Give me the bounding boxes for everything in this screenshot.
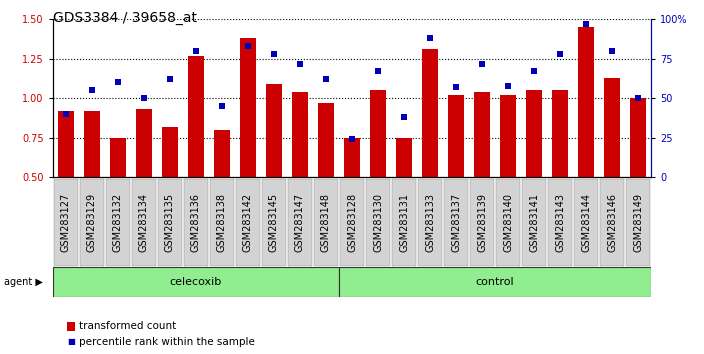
Bar [53, 267, 339, 297]
Text: GSM283131: GSM283131 [399, 193, 409, 252]
Point [607, 48, 618, 54]
Point [60, 111, 71, 117]
Bar [344, 138, 360, 177]
Text: GSM283137: GSM283137 [451, 193, 461, 252]
Text: GSM283147: GSM283147 [295, 193, 305, 252]
Bar [110, 138, 125, 177]
Point [477, 61, 488, 67]
Text: GSM283141: GSM283141 [529, 193, 539, 252]
Text: GSM283127: GSM283127 [61, 193, 71, 252]
Bar [339, 267, 651, 297]
Bar [553, 90, 568, 177]
Text: GSM283143: GSM283143 [555, 193, 565, 252]
Text: GSM283145: GSM283145 [269, 193, 279, 252]
Bar [474, 92, 490, 177]
Bar [292, 92, 308, 177]
Point [372, 69, 384, 74]
Text: agent ▶: agent ▶ [4, 277, 42, 287]
Text: ■: ■ [67, 337, 75, 346]
Point [633, 96, 644, 101]
Text: GSM283129: GSM283129 [87, 193, 97, 252]
Point [529, 69, 540, 74]
Text: GSM283138: GSM283138 [217, 193, 227, 252]
Bar [240, 38, 256, 177]
Bar [501, 95, 516, 177]
Bar [630, 98, 646, 177]
Text: GDS3384 / 39658_at: GDS3384 / 39658_at [53, 11, 197, 25]
Point [112, 80, 123, 85]
Text: GSM283130: GSM283130 [373, 193, 383, 252]
Bar [527, 90, 542, 177]
Text: celecoxib: celecoxib [170, 277, 222, 287]
Text: control: control [476, 277, 515, 287]
Point [242, 44, 253, 49]
Point [294, 61, 306, 67]
Point [346, 136, 358, 142]
Text: percentile rank within the sample: percentile rank within the sample [79, 337, 255, 347]
Text: GSM283142: GSM283142 [243, 193, 253, 252]
Text: GSM283128: GSM283128 [347, 193, 357, 252]
Point [581, 21, 592, 27]
Text: GSM283133: GSM283133 [425, 193, 435, 252]
Text: GSM283139: GSM283139 [477, 193, 487, 252]
Bar [396, 138, 412, 177]
Bar [604, 78, 620, 177]
Text: GSM283136: GSM283136 [191, 193, 201, 252]
Bar [58, 111, 74, 177]
Point [138, 96, 149, 101]
Bar [448, 95, 464, 177]
Bar [579, 27, 594, 177]
Bar [162, 127, 177, 177]
Bar [84, 111, 100, 177]
Point [268, 51, 279, 57]
Point [503, 83, 514, 88]
Bar [188, 56, 203, 177]
Point [164, 76, 175, 82]
Text: GSM283134: GSM283134 [139, 193, 149, 252]
Text: GSM283149: GSM283149 [633, 193, 643, 252]
Bar [422, 50, 438, 177]
Bar [318, 103, 334, 177]
Text: GSM283148: GSM283148 [321, 193, 331, 252]
Point [425, 35, 436, 41]
Text: GSM283146: GSM283146 [607, 193, 617, 252]
Point [398, 114, 410, 120]
Bar [370, 90, 386, 177]
Point [451, 84, 462, 90]
Text: GSM283144: GSM283144 [582, 193, 591, 252]
Text: GSM283132: GSM283132 [113, 193, 122, 252]
Bar [266, 84, 282, 177]
Bar [136, 109, 151, 177]
Point [555, 51, 566, 57]
Text: transformed count: transformed count [79, 321, 176, 331]
Point [190, 48, 201, 54]
Point [320, 76, 332, 82]
Bar [214, 130, 230, 177]
Point [216, 103, 227, 109]
Point [86, 87, 97, 93]
Text: GSM283135: GSM283135 [165, 193, 175, 252]
Text: GSM283140: GSM283140 [503, 193, 513, 252]
